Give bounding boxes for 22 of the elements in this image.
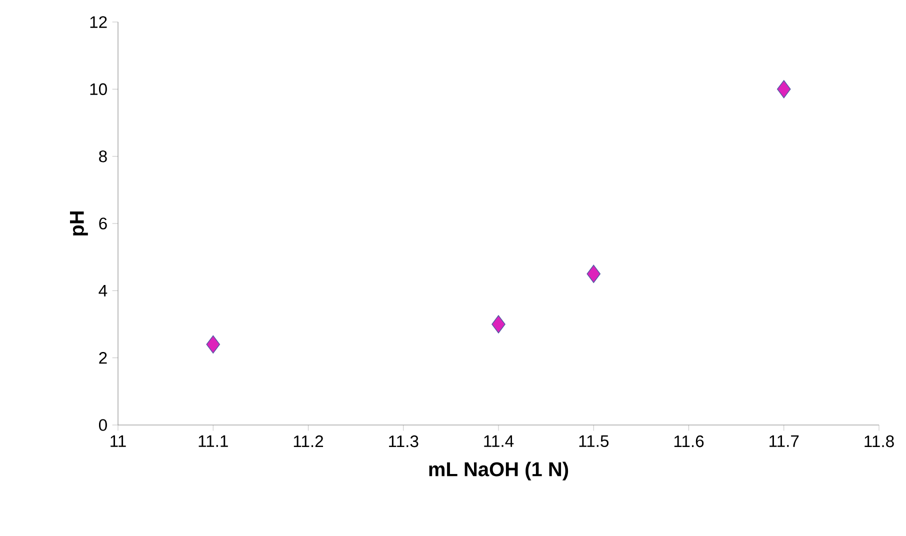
y-tick-label: 2 [99, 352, 107, 364]
y-tick-label: 12 [90, 16, 107, 28]
y-tick-label: 0 [98, 419, 107, 431]
x-tick-label: 11.2 [294, 435, 324, 448]
x-tick-label: 11.1 [198, 435, 228, 447]
y-tick-label: 4 [98, 284, 108, 296]
y-tick-label: 6 [99, 218, 107, 230]
point [492, 315, 506, 334]
x-tick-label: 11.4 [484, 435, 514, 447]
point [586, 264, 601, 283]
x-tick-label: 11 [110, 435, 126, 447]
point [206, 335, 220, 354]
x-axis-title: mL NaOH (1 N) [429, 462, 568, 480]
y-tick-label: 8 [99, 150, 107, 162]
y-tick-label: 10 [90, 83, 107, 96]
x-tick-label: 11.7 [770, 435, 799, 447]
y-axis-title: pH [70, 212, 88, 236]
x-tick-label: 11.3 [389, 435, 418, 448]
x-tick-label: 11.6 [674, 435, 704, 448]
x-tick-label: 11.5 [579, 435, 609, 448]
point [776, 80, 791, 98]
x-tick-label: 11.8 [864, 435, 894, 448]
